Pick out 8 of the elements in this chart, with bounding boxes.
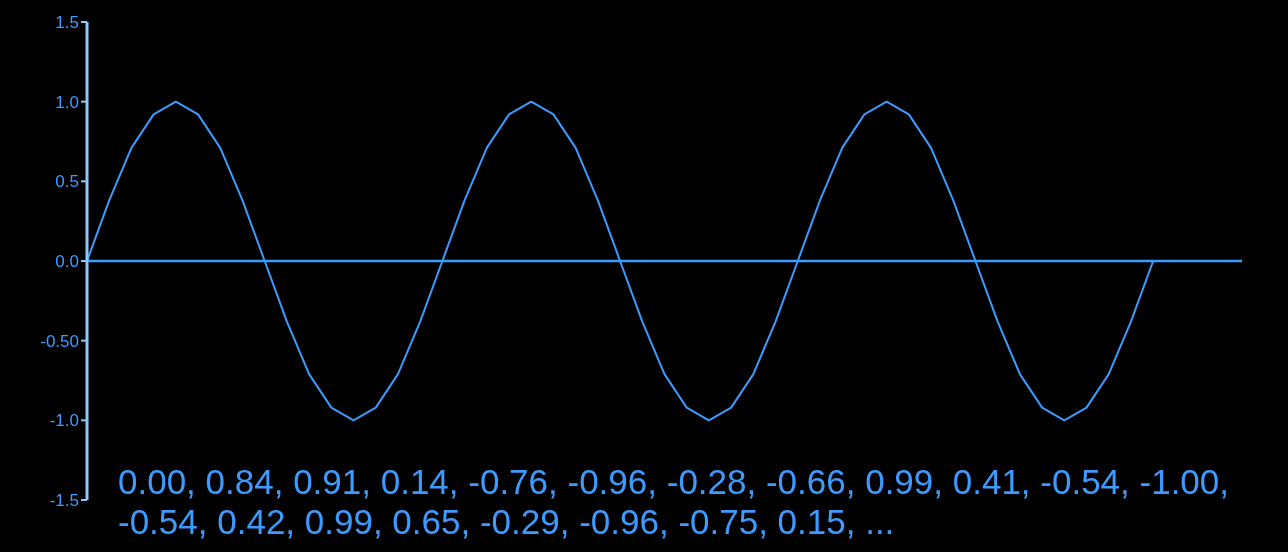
y-tick-label: -1.0 [49, 411, 79, 431]
y-tick-label: -1.5 [49, 491, 79, 511]
y-tick-label: -0.50 [40, 331, 79, 351]
y-tick-label: 1.0 [55, 92, 79, 112]
annotation: 0.00, 0.84, 0.91, 0.14, -0.76, -0.96, -0.28, -0.66, 0.99, 0.41, -0.54, -1.00, -0.54, 0.42, 0.99, 0.65, -0.29, -0.96, -0.75, 0.15, ... [118, 462, 1231, 542]
y-tick-label: 0.5 [55, 172, 79, 192]
y-tick-label: 1.5 [55, 13, 79, 33]
y-tick-label: 0.0 [55, 252, 79, 272]
